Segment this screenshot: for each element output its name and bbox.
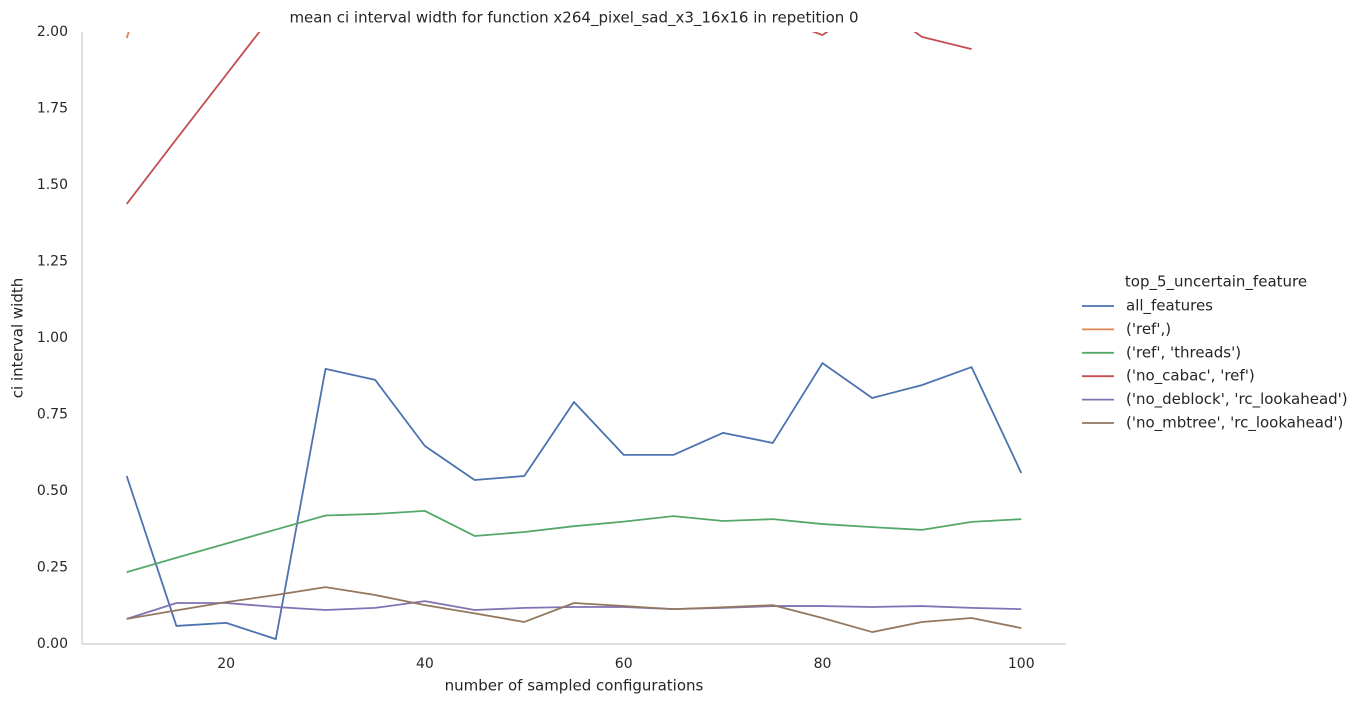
y-axis-label: ci interval width — [9, 278, 27, 398]
legend-title: top_5_uncertain_feature — [1125, 273, 1307, 292]
legend-label: ('no_deblock', 'rc_lookahead') — [1126, 390, 1348, 409]
legend-label: all_features — [1126, 297, 1213, 316]
legend-label: ('ref',) — [1126, 320, 1171, 338]
legend-label: ('ref', 'threads') — [1126, 343, 1241, 361]
x-tick-label: 20 — [217, 656, 235, 672]
series-line — [126, 32, 972, 205]
y-tick-label: 0.00 — [37, 636, 68, 652]
legend-label: ('no_cabac', 'ref') — [1126, 367, 1255, 386]
y-tick-label: 1.75 — [37, 101, 68, 117]
legend-label: ('no_mbtree', 'rc_lookahead') — [1126, 414, 1343, 433]
x-tick-label: 60 — [615, 656, 633, 672]
x-axis-label: number of sampled configurations — [445, 677, 704, 695]
x-tick-label: 80 — [814, 656, 832, 672]
y-tick-label: 0.50 — [37, 483, 68, 499]
y-tick-label: 1.25 — [37, 254, 68, 270]
y-tick-label: 2.00 — [37, 24, 68, 40]
series-line — [125, 362, 1023, 640]
x-tick-label: 40 — [416, 656, 434, 672]
y-tick-label: 0.75 — [37, 407, 68, 423]
plot-area — [125, 32, 1023, 640]
series-line — [126, 600, 1022, 620]
y-tick-label: 1.50 — [37, 177, 68, 193]
y-tick-label: 0.25 — [37, 560, 68, 576]
chart-title: mean ci interval width for function x264… — [289, 9, 858, 28]
series-line — [126, 509, 1022, 573]
series-line — [126, 586, 1022, 633]
y-tick-label: 1.00 — [37, 330, 68, 346]
x-tick-label: 100 — [1008, 656, 1035, 672]
